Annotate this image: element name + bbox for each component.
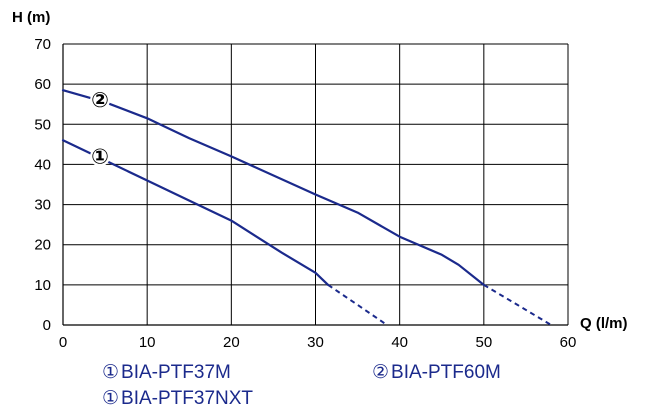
legend-item-ptf60m: ② BIA-PTF60M: [372, 363, 501, 382]
grid: [63, 43, 569, 325]
y-axis-label: H (m): [12, 9, 50, 26]
legend-label: BIA-PTF37NXT: [121, 388, 254, 409]
x-tick-label: 0: [59, 334, 67, 351]
tick-labels: 0 10 20 30 40 50 60 0 10 20 30 40 50 60 70: [34, 36, 576, 351]
y-tick-label: 70: [34, 36, 51, 53]
y-tick-label: 30: [34, 197, 51, 214]
series-line-solid: [61, 139, 330, 286]
legend-item-ptf37m: ① BIA-PTF37M: [102, 363, 231, 382]
legend-marker-1-icon: ①: [102, 388, 120, 409]
curve-marker-bg: [90, 90, 111, 111]
curve-markers: ①②: [90, 88, 111, 168]
series-line-dashed: [327, 284, 388, 326]
y-tick-label: 50: [34, 116, 51, 133]
legend-label: BIA-PTF60M: [391, 362, 501, 383]
curve-marker: ①: [91, 144, 109, 168]
legend-marker-2-icon: ②: [372, 362, 390, 383]
curve-marker: ②: [91, 88, 109, 112]
legend-label: BIA-PTF37M: [121, 362, 231, 383]
x-tick-label: 10: [139, 334, 156, 351]
series-line-solid: [61, 89, 485, 286]
curve-marker-bg: [90, 146, 111, 167]
x-tick-label: 50: [475, 334, 492, 351]
x-tick-label: 30: [307, 334, 324, 351]
x-tick-label: 60: [560, 334, 577, 351]
legend-item-ptf37nxt: ① BIA-PTF37NXT: [102, 389, 253, 408]
series-lines: [61, 89, 552, 326]
series-line-dashed: [483, 284, 552, 326]
y-tick-label: 10: [34, 277, 51, 294]
x-tick-label: 20: [223, 334, 240, 351]
y-tick-label: 0: [43, 317, 51, 334]
y-tick-label: 20: [34, 237, 51, 254]
y-tick-label: 40: [34, 156, 51, 173]
x-tick-label: 40: [391, 334, 408, 351]
legend-marker-1-icon: ①: [102, 362, 120, 383]
y-tick-label: 60: [34, 76, 51, 93]
x-axis-label: Q (l/m): [580, 315, 628, 332]
